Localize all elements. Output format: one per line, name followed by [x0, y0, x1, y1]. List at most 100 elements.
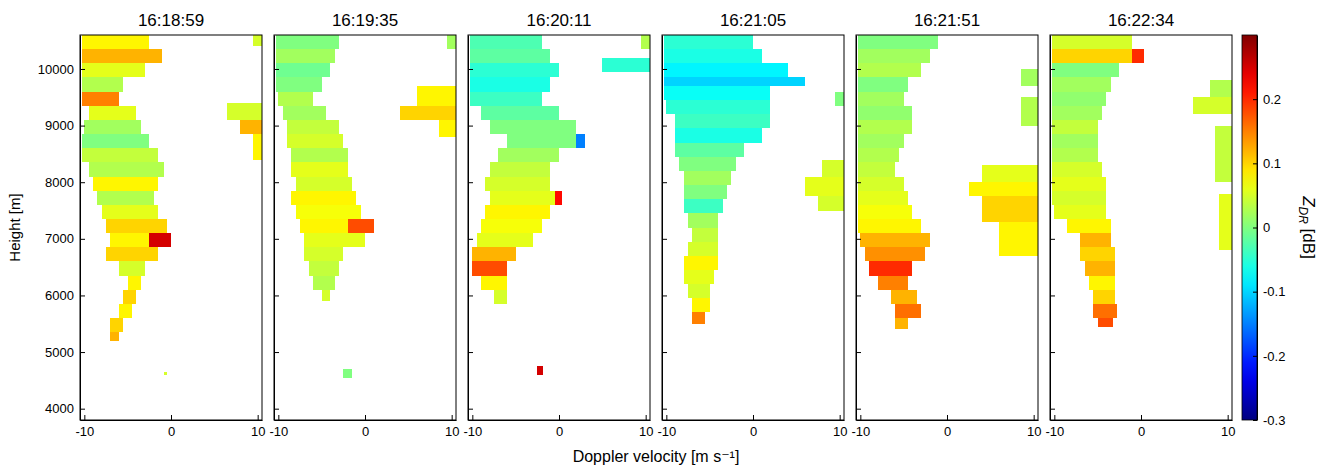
cell [227, 103, 262, 120]
cell [309, 261, 339, 275]
y-axis-title: Height [m] [6, 193, 23, 261]
tick-label: 0 [168, 424, 175, 439]
cells [470, 35, 650, 375]
cell [692, 228, 718, 242]
tick-mark [1034, 415, 1035, 420]
tick-mark [80, 239, 85, 240]
tick-mark [452, 415, 453, 420]
cell [1052, 134, 1098, 148]
tick [1050, 409, 1055, 410]
tick-mark [80, 409, 85, 410]
panel-title: 16:22:34 [1108, 11, 1174, 30]
tick-label: -0.2 [1263, 348, 1285, 363]
tick: 7000 [45, 231, 85, 246]
tick: 0 [1253, 220, 1270, 235]
tick [274, 182, 279, 183]
tick [856, 182, 861, 183]
tick-label: 0.2 [1263, 92, 1281, 107]
cells [82, 35, 262, 375]
cell [82, 92, 119, 106]
tick-label: 0 [556, 424, 563, 439]
cell [858, 191, 908, 205]
cell [417, 86, 456, 106]
tick-label: 0 [944, 424, 951, 439]
cell [835, 92, 844, 106]
tick-mark [662, 239, 667, 240]
axis [856, 36, 861, 421]
cell [296, 177, 352, 191]
tick: 0 [750, 415, 757, 439]
cell [664, 63, 788, 77]
tick-label: 0 [750, 424, 757, 439]
cell [1132, 49, 1143, 63]
tick [274, 409, 279, 410]
tick-label: 5000 [45, 345, 74, 360]
cell [507, 134, 576, 148]
tick-mark [662, 126, 667, 127]
cell [878, 276, 908, 290]
cell [1193, 97, 1232, 114]
cell [891, 290, 917, 304]
cell [895, 318, 908, 329]
panel-title: 16:21:51 [914, 11, 980, 30]
cell [1098, 318, 1114, 326]
cell [858, 120, 913, 134]
tick-mark [856, 295, 861, 296]
tick: -10 [75, 415, 94, 439]
tick-mark [666, 415, 667, 420]
tick-label: 4000 [45, 401, 74, 416]
tick [856, 126, 861, 127]
cell [276, 63, 331, 77]
tick: 0.2 [1253, 92, 1281, 107]
cell [490, 191, 559, 205]
cell [679, 157, 735, 171]
axis-line [1257, 36, 1258, 421]
tick-label: -10 [463, 424, 482, 439]
cell [1054, 205, 1106, 219]
cell [664, 35, 753, 49]
cells [664, 35, 844, 324]
cell [1052, 92, 1107, 106]
cell [895, 304, 921, 318]
tick-label: 9000 [45, 118, 74, 133]
cell [858, 177, 904, 191]
tick: 10 [1027, 415, 1041, 439]
tick-mark [468, 409, 473, 410]
tick: 0 [1138, 415, 1145, 439]
cell [304, 247, 343, 261]
cell [485, 205, 550, 219]
tick [662, 352, 667, 353]
cells [276, 35, 456, 378]
colorbar-ramp [1242, 35, 1257, 420]
tick [274, 69, 279, 70]
tick [662, 239, 667, 240]
cell [688, 213, 718, 227]
cell [498, 148, 559, 162]
tick-mark [1050, 409, 1055, 410]
tick-mark [1253, 163, 1257, 164]
cell [641, 35, 650, 49]
cell [82, 35, 150, 49]
plot-frame [80, 35, 262, 420]
tick-mark [274, 295, 279, 296]
cell [313, 276, 335, 290]
tick-mark [662, 409, 667, 410]
axis [1050, 36, 1055, 421]
cell [110, 233, 149, 247]
tick [1050, 239, 1055, 240]
tick [662, 126, 667, 127]
cell [278, 92, 313, 106]
tick [274, 239, 279, 240]
cell [439, 120, 456, 137]
cell [82, 63, 145, 77]
tick-mark [80, 69, 85, 70]
tick-label: 10 [1221, 424, 1235, 439]
tick: 10000 [38, 62, 85, 77]
cell [82, 148, 158, 162]
panel: 40005000600070008000900010000-1001016:18… [38, 11, 266, 439]
tick-mark [662, 182, 667, 183]
tick-mark [662, 352, 667, 353]
axis [468, 36, 473, 421]
tick-mark [80, 126, 85, 127]
tick: -10 [851, 415, 870, 439]
